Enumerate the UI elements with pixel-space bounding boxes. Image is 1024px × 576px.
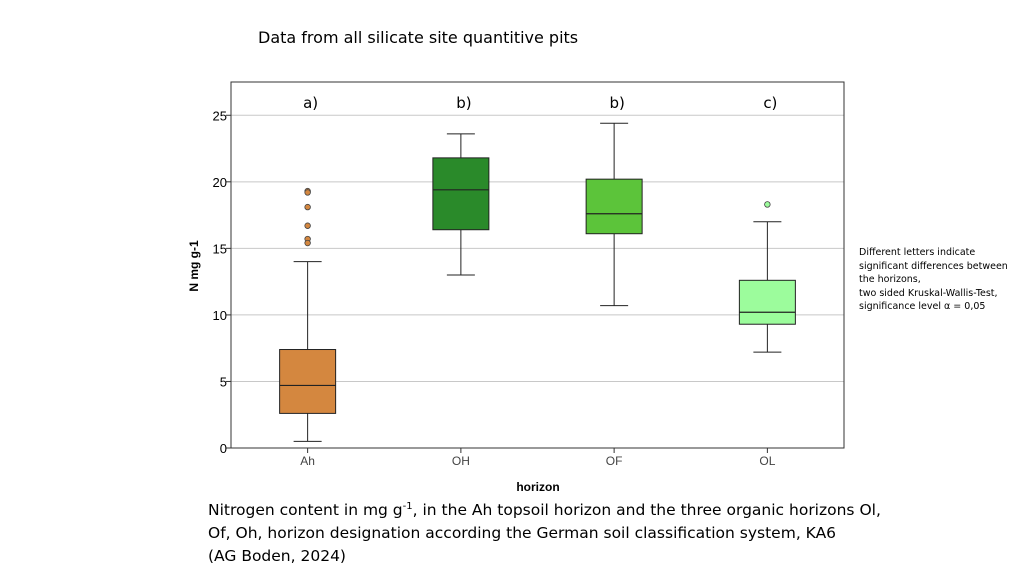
box-oh: b): [432, 94, 490, 276]
x-tick-label: OF: [606, 454, 623, 468]
note-line: significant differences between: [859, 260, 1008, 272]
note-line: Different letters indicate: [859, 247, 976, 258]
box-ah: a): [279, 94, 337, 442]
significance-letter: b): [609, 94, 624, 112]
x-tick-label: Ah: [300, 454, 315, 468]
box-iqr: [585, 178, 643, 235]
outlier-point: [304, 222, 311, 229]
note-line: significance level α = 0,05: [859, 301, 986, 312]
y-tick-label: 20: [213, 175, 227, 190]
box-iqr: [738, 279, 796, 325]
boxplot-chart: a) b) b) c) 0 5 10 15 20 25 Ah OH OF OL N mg g-1 hor…: [187, 81, 845, 494]
slide-title: Data from all silicate site quantitive p…: [258, 28, 579, 47]
grid-layer: [231, 114, 844, 382]
box-iqr: [279, 349, 337, 414]
box-of: b): [585, 94, 643, 307]
x-axis-label: horizon: [516, 480, 559, 494]
y-tick-label: 25: [213, 108, 227, 123]
outlier-point: [304, 189, 311, 196]
caption-line-1: Nitrogen content in mg g-1, in the Ah to…: [208, 501, 881, 519]
note-line: the horizons,: [859, 274, 921, 285]
significance-letter: a): [303, 94, 318, 112]
outlier-point: [764, 201, 771, 208]
note-line: two sided Kruskal-Wallis-Test,: [859, 287, 998, 299]
outlier-point: [304, 203, 311, 211]
caption-line-2: Of, Oh, horizon designation according th…: [208, 524, 837, 542]
y-axis-label: N mg g-1: [187, 240, 201, 292]
y-tick-label: 10: [213, 308, 227, 323]
x-tick-label: OH: [452, 454, 470, 468]
significance-letter: c): [763, 94, 777, 112]
box-layer: a) b) b) c): [279, 94, 796, 442]
caption-line-3: (AG Boden, 2024): [208, 547, 346, 565]
box-iqr: [432, 157, 490, 231]
figure-caption: Nitrogen content in mg g-1, in the Ah to…: [208, 499, 908, 568]
axis-layer: 0 5 10 15 20 25 Ah OH OF OL: [213, 108, 776, 468]
significance-note: Different letters indicate significant di…: [859, 246, 1019, 314]
y-tick-label: 0: [220, 441, 227, 456]
y-tick-label: 5: [220, 374, 227, 389]
box-ol: c): [738, 94, 796, 353]
x-tick-label: OL: [759, 454, 775, 468]
significance-letter: b): [456, 94, 471, 112]
plot-frame: [230, 81, 845, 449]
outlier-point: [304, 239, 311, 247]
y-tick-label: 15: [213, 241, 227, 256]
